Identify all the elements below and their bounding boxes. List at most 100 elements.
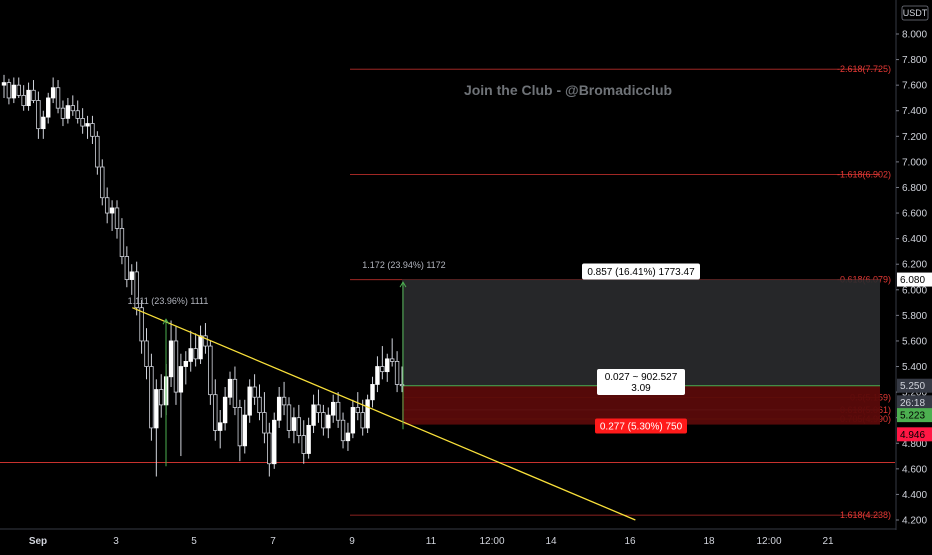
candle-body bbox=[252, 386, 257, 398]
price-tick-label: 4.600 bbox=[902, 464, 927, 475]
candle-body bbox=[129, 271, 134, 280]
price-tick-label: 5.200 bbox=[902, 388, 927, 399]
candle-body bbox=[65, 105, 71, 119]
candle-body bbox=[232, 378, 238, 408]
candle-body bbox=[394, 361, 400, 385]
stop-box-bg bbox=[595, 418, 687, 434]
measure-left-label: 1.111 (23.96%) 1111 bbox=[128, 296, 209, 306]
candle-body bbox=[208, 345, 213, 396]
candle-body bbox=[55, 87, 61, 109]
price-tick-label: 6.600 bbox=[902, 209, 927, 220]
candle-body bbox=[109, 207, 115, 214]
candle-body bbox=[139, 307, 144, 342]
annotations: 1.111 (23.96%) 1111 1.172 (23.94%) 1172 0.… bbox=[128, 260, 700, 434]
time-tick-label: Sep bbox=[29, 536, 47, 547]
fib-label: -1.618(6.902) bbox=[837, 169, 891, 179]
price-axis: 8.000 7.800 7.600 7.400 7.200 7.000 6.800 6.600… bbox=[895, 0, 932, 550]
price-tag: 5.223 bbox=[900, 411, 925, 422]
candle-body bbox=[168, 340, 174, 378]
time-tick-label: 18 bbox=[703, 536, 715, 547]
candle-body bbox=[306, 424, 311, 454]
candle-body bbox=[276, 396, 282, 421]
candle-body bbox=[370, 384, 375, 401]
risk-reward-zones bbox=[402, 279, 880, 425]
candle-body bbox=[31, 89, 36, 101]
candle-body bbox=[6, 82, 12, 99]
candle-body bbox=[1, 82, 7, 86]
price-tag-bg bbox=[897, 408, 932, 423]
candle-body bbox=[340, 419, 346, 442]
price-tick-label: 6.200 bbox=[902, 260, 927, 271]
candle-body bbox=[149, 366, 154, 429]
price-tick-label: 6.400 bbox=[902, 234, 927, 245]
candle-body bbox=[213, 394, 218, 431]
candle-body bbox=[272, 419, 277, 465]
candle-body bbox=[385, 358, 390, 373]
candle-body bbox=[222, 396, 228, 424]
time-tick-label: 7 bbox=[270, 536, 276, 547]
price-tag: 26:18 bbox=[900, 398, 925, 409]
candle-body bbox=[365, 399, 370, 429]
candles bbox=[1, 74, 405, 477]
candle-body bbox=[134, 271, 139, 309]
candle-body bbox=[217, 422, 223, 431]
candle-body bbox=[50, 87, 56, 99]
candle-body bbox=[178, 366, 184, 393]
time-tick-label: 16 bbox=[624, 536, 636, 547]
candle-body bbox=[11, 84, 17, 99]
price-tick-label: 7.200 bbox=[902, 132, 927, 143]
candle-body bbox=[380, 366, 385, 373]
candle-body bbox=[46, 97, 51, 118]
price-tick-label: 6.000 bbox=[902, 285, 927, 296]
target-box: 0.857 (16.41%) 1773.47 bbox=[587, 267, 695, 278]
price-tick-label: 4.800 bbox=[902, 439, 927, 450]
candle-body bbox=[90, 123, 95, 137]
candle-body bbox=[326, 414, 331, 429]
measure-left-arrow bbox=[162, 318, 170, 325]
time-tick-label: 12:00 bbox=[756, 536, 781, 547]
price-tick-label: 5.400 bbox=[902, 362, 927, 373]
price-tick-label: 7.600 bbox=[902, 81, 927, 92]
time-tick-label: 11 bbox=[426, 536, 437, 547]
candle-body bbox=[296, 417, 302, 436]
candle-body bbox=[262, 412, 267, 434]
price-tick-label: 7.800 bbox=[902, 55, 927, 66]
candle-body bbox=[281, 396, 287, 406]
stop-box: 0.277 (5.30%) 750 bbox=[600, 422, 683, 433]
price-tag-bg bbox=[897, 427, 932, 442]
candle-body bbox=[173, 340, 179, 393]
candle-body bbox=[291, 417, 297, 431]
price-tag: 6.080 bbox=[900, 275, 925, 286]
candle-body bbox=[80, 118, 85, 127]
candle-body bbox=[247, 386, 252, 416]
price-tick-label: 5.600 bbox=[902, 336, 927, 347]
candle-body bbox=[193, 348, 198, 360]
measure-right-arrow bbox=[399, 281, 407, 288]
fib-label: -2.618(7.725) bbox=[837, 64, 891, 74]
ratio-box-line2: 3.09 bbox=[631, 383, 651, 394]
price-tick-label: 8.000 bbox=[902, 30, 927, 41]
candle-body bbox=[237, 407, 243, 447]
trendline bbox=[132, 307, 636, 521]
candle-body bbox=[100, 166, 105, 199]
price-tag: 4.946 bbox=[900, 430, 925, 441]
candle-body bbox=[389, 358, 395, 362]
candle-body bbox=[301, 435, 306, 454]
time-tick-label: 21 bbox=[822, 536, 834, 547]
price-tick-label: 7.000 bbox=[902, 157, 927, 168]
candle-body bbox=[331, 401, 336, 416]
candle-body bbox=[114, 207, 120, 229]
candle-body bbox=[203, 335, 208, 347]
candle-body bbox=[124, 256, 130, 280]
currency-label: USDT bbox=[903, 8, 928, 18]
time-axis: Sep 3 5 7 9 11 12:00 14 16 18 12:00 21 bbox=[0, 528, 896, 547]
candle-body bbox=[267, 432, 272, 465]
candle-body bbox=[375, 366, 380, 385]
candle-body bbox=[119, 227, 125, 257]
time-tick-label: 12:00 bbox=[479, 536, 504, 547]
time-tick-label: 5 bbox=[191, 536, 197, 547]
candle-body bbox=[75, 110, 80, 119]
candle-body bbox=[154, 389, 159, 429]
candle-body bbox=[41, 116, 46, 130]
